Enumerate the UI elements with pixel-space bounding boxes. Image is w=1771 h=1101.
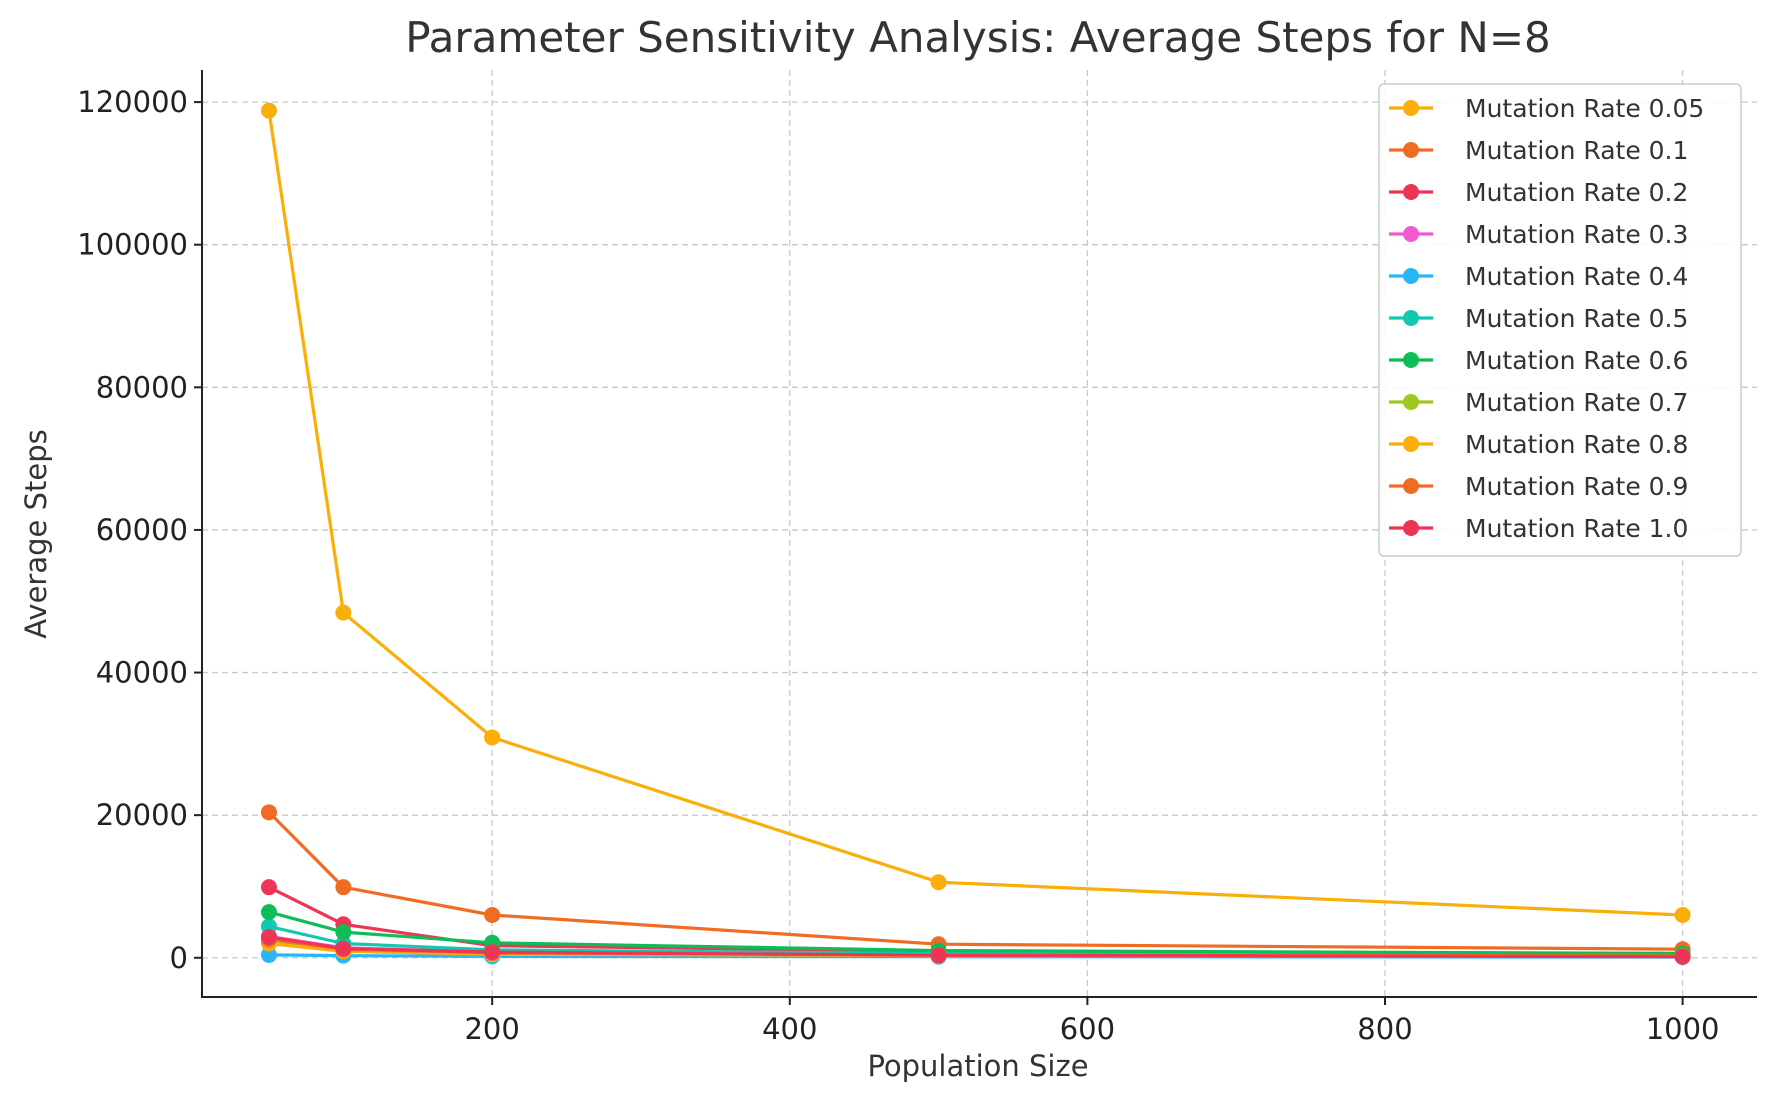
legend-swatch-marker [1403, 436, 1419, 452]
legend-label: Mutation Rate 0.05 [1465, 94, 1704, 123]
x-tick-label: 200 [464, 1012, 519, 1046]
y-tick-label: 60000 [96, 513, 188, 547]
x-tick-label: 400 [762, 1012, 817, 1046]
y-tick-label: 20000 [96, 798, 188, 832]
data-point [260, 804, 277, 821]
legend-swatch-marker [1403, 310, 1419, 326]
legend-label: Mutation Rate 0.3 [1465, 220, 1688, 249]
legend-item: Mutation Rate 1.0 [1389, 514, 1688, 543]
series-layer [260, 102, 1691, 966]
legend: Mutation Rate 0.05 Mutation Rate 0.1 Mutat… [1378, 83, 1742, 557]
legend-label: Mutation Rate 1.0 [1465, 514, 1688, 543]
legend-label: Mutation Rate 0.5 [1465, 304, 1688, 333]
legend-label: Mutation Rate 0.6 [1465, 346, 1688, 375]
data-point [484, 944, 501, 961]
legend-swatch-marker [1403, 142, 1419, 158]
legend-label: Mutation Rate 0.8 [1465, 430, 1688, 459]
legend-item: Mutation Rate 0.05 [1389, 94, 1704, 123]
data-point [1674, 948, 1691, 965]
legend-swatch-marker [1403, 394, 1419, 410]
data-point [1674, 906, 1691, 923]
legend-item: Mutation Rate 0.2 [1389, 178, 1688, 207]
x-tick-label: 800 [1357, 1012, 1412, 1046]
data-point [930, 874, 947, 891]
y-tick-label: 40000 [96, 656, 188, 690]
series-11 [260, 929, 1691, 965]
legend-item: Mutation Rate 0.9 [1389, 472, 1688, 501]
y-tick-label: 120000 [77, 85, 188, 119]
data-point [335, 604, 352, 621]
legend-swatch-marker [1403, 268, 1419, 284]
data-point [260, 879, 277, 896]
legend-item: Mutation Rate 0.4 [1389, 262, 1688, 291]
legend-item: Mutation Rate 0.5 [1389, 304, 1688, 333]
x-tick-label: 600 [1060, 1012, 1115, 1046]
legend-swatch-marker [1403, 478, 1419, 494]
legend-frame [1378, 83, 1742, 557]
y-tick-label: 80000 [96, 370, 188, 404]
legend-swatch-marker [1403, 520, 1419, 536]
series-1 [260, 102, 1691, 923]
data-point [335, 940, 352, 957]
series-line [267, 811, 1683, 951]
x-tick-label: 1000 [1646, 1012, 1720, 1046]
data-point [335, 879, 352, 896]
y-tick-label: 100000 [77, 228, 188, 262]
chart-title: Parameter Sensitivity Analysis: Average … [405, 13, 1551, 62]
x-axis-label: Population Size [867, 1049, 1088, 1083]
data-point [260, 929, 277, 946]
data-point [484, 729, 501, 746]
legend-swatch-marker [1403, 100, 1419, 116]
legend-item: Mutation Rate 0.8 [1389, 430, 1688, 459]
y-axis-label: Average Steps [19, 429, 53, 638]
data-point [930, 947, 947, 964]
legend-item: Mutation Rate 0.7 [1389, 388, 1688, 417]
data-point [260, 946, 277, 963]
axes: 200 400 600 800 1000 0 20000 40000 60000 80000 100… [77, 70, 1757, 1046]
data-point [260, 102, 277, 119]
legend-item: Mutation Rate 0.6 [1389, 346, 1688, 375]
legend-label: Mutation Rate 0.9 [1465, 472, 1688, 501]
legend-label: Mutation Rate 0.1 [1465, 136, 1688, 165]
legend-swatch-marker [1403, 184, 1419, 200]
legend-swatch-marker [1403, 226, 1419, 242]
legend-swatch-marker [1403, 352, 1419, 368]
series-2 [260, 804, 1691, 958]
data-point [260, 904, 277, 921]
data-point [484, 906, 501, 923]
legend-label: Mutation Rate 0.2 [1465, 178, 1688, 207]
y-tick-label: 0 [170, 941, 188, 975]
legend-label: Mutation Rate 0.4 [1465, 262, 1688, 291]
axis-spines [201, 70, 1757, 998]
legend-label: Mutation Rate 0.7 [1465, 388, 1688, 417]
legend-item: Mutation Rate 0.1 [1389, 136, 1688, 165]
legend-item: Mutation Rate 0.3 [1389, 220, 1688, 249]
data-point [335, 924, 352, 941]
